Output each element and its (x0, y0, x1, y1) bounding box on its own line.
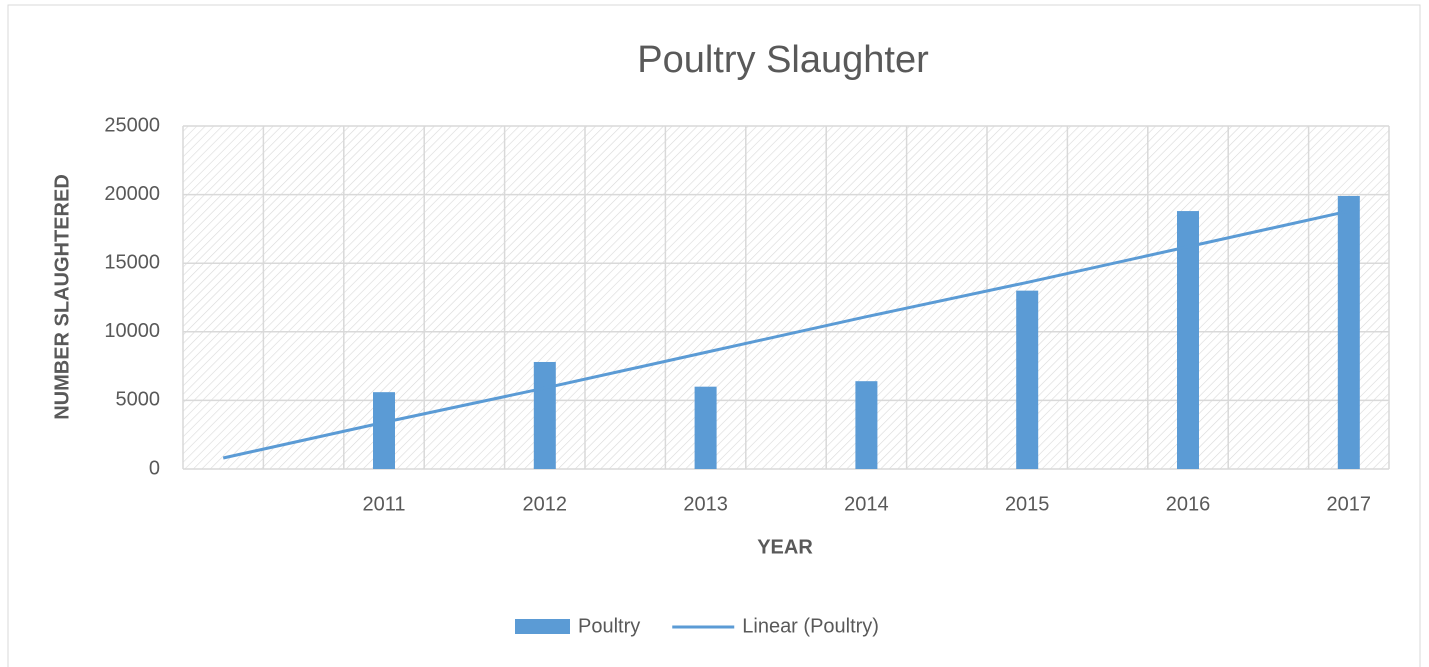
y-tick-label: 10000 (104, 320, 160, 342)
y-tick-label: 25000 (104, 114, 160, 136)
x-axis-title: YEAR (757, 536, 813, 558)
x-tick-label: 2015 (1005, 493, 1050, 515)
y-tick-label: 20000 (104, 183, 160, 205)
legend: Poultry Linear (Poultry) (515, 615, 879, 637)
x-tick-label: 2017 (1327, 493, 1372, 515)
bar (1337, 195, 1360, 470)
legend-swatch (515, 619, 570, 634)
x-tick-label: 2016 (1166, 493, 1211, 515)
bar (1177, 211, 1199, 469)
y-tick-label: 0 (149, 457, 160, 479)
x-tick-label: 2014 (844, 493, 889, 515)
legend-label: Linear (Poultry) (742, 615, 879, 637)
y-tick-label: 5000 (116, 389, 161, 411)
bar (694, 386, 717, 469)
y-axis-title: NUMBER SLAUGHTERED (51, 174, 73, 420)
bar (855, 381, 878, 469)
trend-line (222, 209, 1350, 460)
bar (373, 392, 395, 469)
y-tick-label: 15000 (104, 251, 160, 273)
x-tick-label: 2013 (683, 493, 728, 515)
plot-area (183, 126, 1389, 469)
legend-label: Poultry (578, 615, 640, 637)
x-tick-label: 2011 (362, 493, 405, 515)
bar (1016, 290, 1039, 469)
bar (533, 361, 556, 469)
chart-title: Poultry Slaughter (637, 39, 929, 81)
x-tick-label: 2012 (523, 493, 568, 515)
